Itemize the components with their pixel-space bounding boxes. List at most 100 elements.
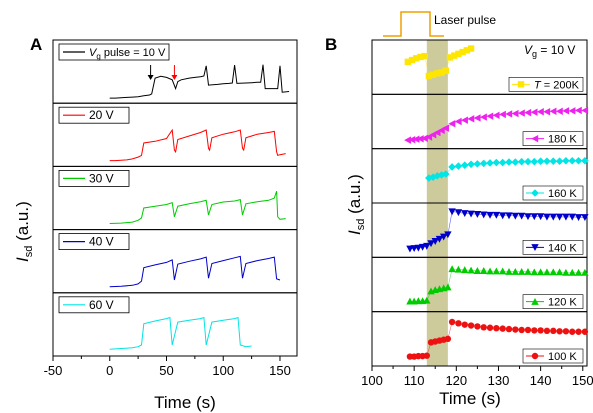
legend-t-rest: = 200K — [541, 79, 580, 91]
panel-a-legend-label: Vg pulse = 10 V — [89, 47, 166, 61]
panel-a-legend-label: 30 V — [89, 171, 114, 185]
panel-b-data-point — [480, 211, 488, 219]
panel-b-data-point — [505, 212, 513, 220]
panel-b-legend-box — [522, 294, 584, 309]
laser-pulse-label: Laser pulse — [434, 13, 496, 27]
panel-b-data-point — [549, 268, 557, 276]
y-title-a-rest: (a.u.) — [13, 201, 32, 245]
laser-pulse-shape — [383, 11, 444, 37]
panel-a-x-tick-label: 150 — [269, 363, 291, 378]
panel-b-data-point — [543, 327, 551, 335]
panel-b-data-point — [574, 268, 583, 276]
panel-b-x-tick-label: 130 — [488, 373, 510, 388]
panel-b-data-point — [454, 162, 463, 170]
panel-b-data-point — [581, 156, 589, 165]
panel-b-legend-label: 140 K — [548, 242, 577, 254]
panel-b-data-point — [530, 213, 539, 221]
panel-b-legend-label: 180 K — [548, 134, 577, 146]
panel-b-data-point — [423, 242, 431, 250]
panel-b-data-point — [517, 267, 526, 275]
panel-b-data-point — [442, 67, 449, 74]
panel-a: Vg pulse = 10 V 20 V 30 V 40 V 60 V -50 0 50 100… — [44, 39, 298, 378]
panel-b-data-point — [498, 267, 507, 275]
panel-b-data-point — [455, 320, 462, 327]
panel-b-legend-label: 100 K — [548, 351, 577, 363]
legend-vg-main: V — [89, 47, 98, 59]
vg-label-sub: g — [532, 49, 537, 59]
panel-b: T = 200K 180 K 160 K 140 K 120 K 100 K 100 110 1… — [361, 39, 593, 388]
panel-b-data-point — [461, 116, 468, 124]
vg-label: Vg = 10 V — [524, 43, 575, 59]
panel-b-data-point — [460, 161, 469, 169]
panel-a-legend-box — [58, 169, 130, 187]
panel-b-legend-label: 160 K — [548, 188, 577, 200]
panel-b-data-point — [442, 124, 449, 132]
panel-b-data-point — [555, 107, 563, 116]
panel-b-legend-box — [508, 77, 584, 92]
panel-b-x-tick-label: 110 — [404, 373, 425, 388]
panel-a-x-tick-label: 0 — [106, 363, 113, 378]
panel-b-data-point — [492, 111, 500, 119]
panel-a-subplot-frame — [52, 292, 298, 357]
panel-b-data-point — [530, 268, 539, 276]
panel-b-data-point — [404, 58, 412, 66]
panel-b-data-point — [562, 213, 570, 221]
panel-b-data-point — [556, 328, 563, 335]
panel-b-data-point — [549, 213, 557, 221]
panel-b-data-point — [467, 210, 475, 218]
panel-b-data-point — [524, 213, 532, 221]
panel-b-data-point — [581, 214, 589, 222]
panel-b-data-point — [404, 136, 412, 144]
panel-b-data-point — [543, 268, 551, 276]
legend-vg-sub: g — [96, 52, 100, 61]
panel-a-letter: A — [30, 35, 42, 54]
panel-b-data-point — [492, 211, 501, 219]
panel-b-data-point — [480, 324, 487, 331]
panel-b-x-tick-label: 100 — [361, 373, 383, 388]
panel-b-data-point — [486, 267, 494, 275]
panel-b-data-point — [492, 267, 501, 275]
panel-b-legend-box — [522, 185, 584, 201]
panel-b-data-point — [429, 71, 437, 78]
panel-a-x-tick-label: 50 — [159, 363, 173, 378]
panel-b-data-point — [438, 69, 445, 76]
panel-b-data-point — [448, 265, 456, 273]
panel-a-legend-box — [58, 106, 130, 124]
panel-a-series-line — [109, 255, 281, 288]
panel-b-data-point — [550, 327, 557, 335]
panel-b-data-point — [512, 326, 519, 333]
panel-b-data-point — [451, 52, 458, 59]
panel-b-data-point — [524, 157, 532, 166]
panel-b-data-point — [417, 53, 424, 61]
panel-b-data-point — [505, 325, 513, 333]
panel-b-data-point — [435, 235, 444, 243]
panel-b-data-point — [467, 266, 475, 274]
y-title-b-main: I — [345, 230, 364, 235]
y-axis-title-a: Isd (a.u.) — [13, 201, 35, 262]
panel-b-data-point — [574, 106, 582, 115]
panel-b-data-point — [543, 157, 551, 166]
panel-a-legend-box — [58, 233, 130, 251]
panel-b-data-point — [562, 156, 570, 165]
panel-b-x-tick-label: 150 — [572, 373, 593, 388]
panel-b-data-point — [448, 120, 456, 128]
legend-t-main: T — [534, 79, 542, 91]
panel-b-legend-marker — [531, 134, 539, 143]
panel-b-data-point — [467, 160, 475, 169]
panel-b-data-point — [420, 134, 428, 143]
panel-b-legend-marker — [531, 189, 539, 197]
panel-a-series-line — [109, 128, 286, 162]
y-axis-title-b: Isd (a.u.) — [345, 174, 367, 235]
panel-b-data-point — [543, 108, 551, 116]
panel-b-data-point — [416, 135, 424, 143]
panel-b-data-point — [505, 110, 513, 118]
panel-b-legend-label: 120 K — [548, 297, 577, 309]
panel-b-data-point — [479, 159, 488, 168]
panel-b-data-point — [444, 335, 452, 343]
panel-a-series-line — [109, 190, 286, 224]
x-axis-title-a: Time (s) — [154, 393, 216, 412]
panel-b-data-point — [581, 268, 589, 276]
panel-b-data-point — [423, 296, 431, 304]
panel-b-x-tick-label: 140 — [530, 373, 552, 388]
panel-b-data-point — [524, 326, 532, 334]
